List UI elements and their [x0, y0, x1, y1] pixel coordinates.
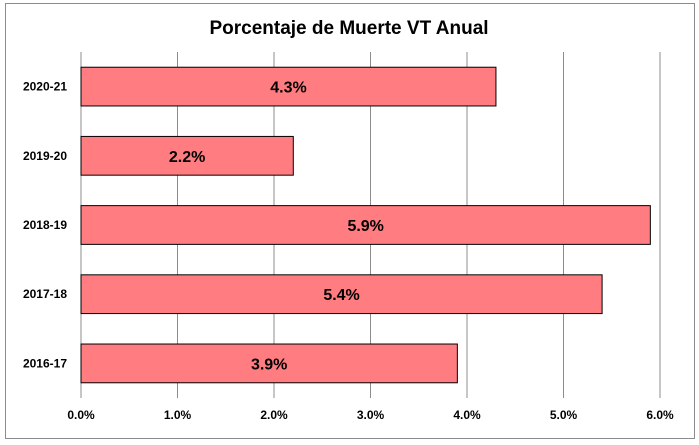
x-tick-label: 5.0%: [550, 408, 578, 422]
category-label: 2016-17: [23, 356, 67, 370]
bar: [80, 66, 497, 107]
category-label: 2018-19: [23, 218, 67, 232]
bar: [80, 343, 458, 384]
data-label: 5.9%: [347, 218, 383, 235]
chart-title: Porcentaje de Muerte VT Anual: [209, 18, 488, 39]
bar: [80, 205, 651, 245]
x-tick-label: 6.0%: [646, 408, 674, 422]
x-tick-label: 3.0%: [357, 408, 385, 422]
x-tick-label: 0.0%: [67, 408, 95, 422]
data-label: 5.4%: [323, 287, 359, 304]
data-label: 4.3%: [270, 80, 306, 97]
data-label: 2.2%: [169, 149, 205, 166]
x-tick-label: 4.0%: [453, 408, 481, 422]
category-label: 2017-18: [23, 287, 67, 301]
category-label: 2019-20: [23, 149, 67, 163]
category-label: 2020-21: [23, 80, 67, 94]
x-tick-label: 2.0%: [260, 408, 288, 422]
data-label: 3.9%: [251, 356, 287, 373]
x-tick-label: 1.0%: [164, 408, 192, 422]
bar: [80, 135, 294, 176]
bar: [80, 274, 603, 315]
